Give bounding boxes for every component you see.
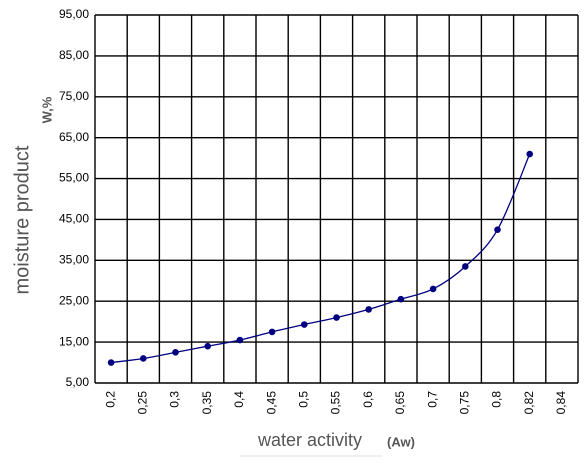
data-point	[365, 306, 373, 313]
data-point	[204, 342, 211, 350]
data-point	[107, 359, 115, 366]
data-point	[301, 321, 308, 328]
x-tick-label: 0,6	[361, 391, 375, 408]
x-axis-unit: (Aw)	[387, 434, 415, 449]
x-tick-label: 0,65	[393, 391, 407, 415]
x-axis-title: water activity	[257, 430, 362, 450]
y-tick-label: 35,00	[59, 253, 89, 267]
x-tick-label: 0,55	[329, 391, 343, 415]
x-tick-label: 0,4	[232, 391, 246, 408]
x-tick-label: 0,84	[554, 391, 568, 415]
x-tick-label: 0,8	[490, 391, 504, 408]
x-tick-label: 0,7	[425, 391, 439, 408]
y-tick-label: 15,00	[59, 334, 89, 348]
x-tick-label: 0,35	[200, 391, 214, 415]
x-tick-label: 0,45	[264, 391, 278, 415]
data-point	[333, 314, 340, 321]
data-point	[140, 355, 147, 362]
x-tick-label: 0,2	[103, 391, 117, 408]
x-tick-label: 0,25	[135, 391, 149, 415]
data-point	[494, 226, 501, 233]
x-tick-label: 0,75	[457, 391, 471, 415]
y-axis-unit: W,%	[39, 96, 54, 123]
y-tick-label: 95,00	[59, 7, 89, 21]
data-point	[462, 263, 469, 270]
data-point	[397, 295, 405, 303]
data-point	[526, 150, 533, 158]
y-tick-label: 25,00	[59, 293, 89, 307]
x-tick-label: 0,82	[522, 391, 536, 415]
y-tick-label: 75,00	[59, 89, 89, 103]
y-tick-label: 5,00	[66, 375, 90, 389]
y-tick-label: 45,00	[59, 212, 89, 226]
data-point	[172, 349, 179, 356]
x-tick-label: 0,3	[168, 391, 182, 408]
data-point	[268, 328, 276, 336]
y-tick-label: 65,00	[59, 130, 89, 144]
x-tick-label: 0,5	[296, 391, 310, 408]
y-tick-label: 55,00	[59, 171, 89, 185]
data-point	[236, 336, 244, 344]
y-tick-label: 85,00	[59, 48, 89, 62]
y-axis-title: moisture product	[11, 145, 33, 294]
data-point	[429, 285, 437, 293]
